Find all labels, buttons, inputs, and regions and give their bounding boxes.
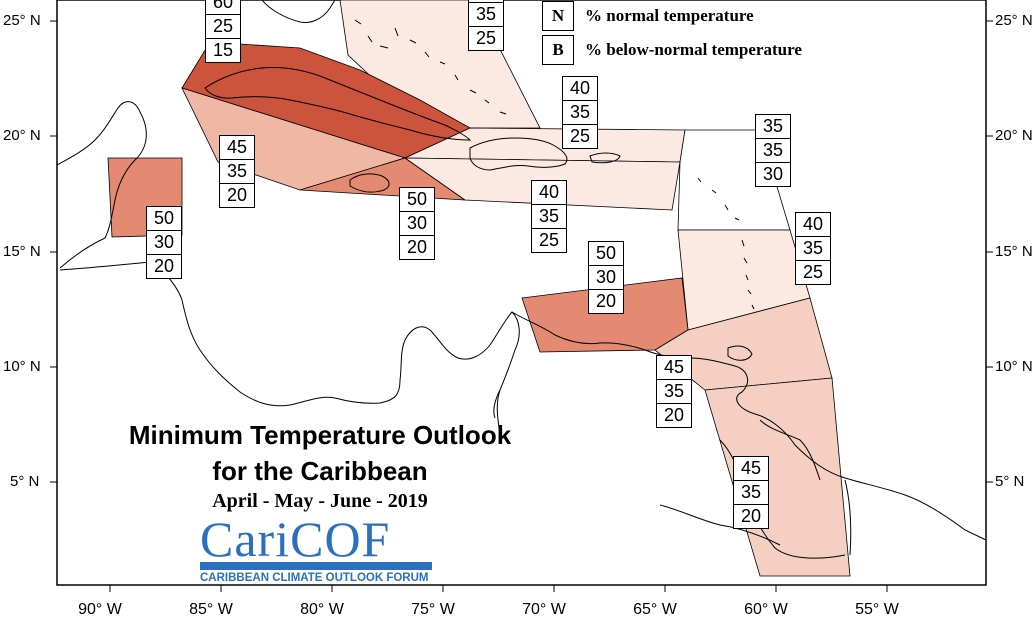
prob-box-belize: 50 30 20 xyxy=(146,206,182,279)
hispaniola-coast xyxy=(469,137,568,171)
lon-label-60w: 60° W xyxy=(744,601,788,618)
florida-coast xyxy=(261,0,336,23)
prob-normal: 30 xyxy=(400,211,434,235)
prob-box-florida-strait: 60 25 15 xyxy=(205,0,241,63)
lat-label-20-right: 20° N xyxy=(995,127,1033,144)
venezuela-coast xyxy=(511,311,987,541)
prob-normal: 25 xyxy=(206,14,240,38)
prob-above: 40 xyxy=(802,214,824,234)
lon-label-90w: 90° W xyxy=(78,601,122,618)
prob-below: 25 xyxy=(563,124,597,148)
prob-above: 60 xyxy=(212,0,234,12)
lon-label-65w: 65° W xyxy=(633,601,677,618)
prob-below: 20 xyxy=(220,183,254,207)
prob-below: 20 xyxy=(657,403,691,427)
prob-above: 50 xyxy=(406,189,428,209)
axis-ticks xyxy=(50,20,993,592)
lat-label-10-left: 10° N xyxy=(3,358,41,375)
jamaica-coast xyxy=(349,173,390,193)
legend-text-below: % below-normal temperature xyxy=(585,40,802,59)
logo-bar xyxy=(200,562,432,570)
prob-normal: 35 xyxy=(756,138,790,162)
prob-normal: 35 xyxy=(469,2,503,26)
lon-label-75w: 75° W xyxy=(411,601,455,618)
map-frame xyxy=(56,0,987,586)
prob-box-abc-islands: 50 30 20 xyxy=(588,241,624,314)
coastlines xyxy=(56,0,987,559)
lat-label-25-left: 25° N xyxy=(3,12,41,29)
prob-above: 35 xyxy=(762,116,784,136)
zone-guianas xyxy=(704,377,851,577)
map-title-line1: Minimum Temperature Outlook xyxy=(128,420,512,450)
prob-box-windward: 40 35 25 xyxy=(795,212,831,285)
lesser-antilles-islands xyxy=(697,177,755,310)
prob-normal: 35 xyxy=(532,204,566,228)
map-title-line2: for the Caribbean xyxy=(212,456,428,486)
prob-normal: 35 xyxy=(657,379,691,403)
prob-normal: 35 xyxy=(220,159,254,183)
prob-box-jamaica: 50 30 20 xyxy=(399,187,435,260)
prob-below: 20 xyxy=(147,254,181,278)
central-america-coast xyxy=(59,261,520,419)
prob-box-leeward-north: 35 35 30 xyxy=(755,114,791,187)
prob-below: 20 xyxy=(589,289,623,313)
prob-box-cayman: 45 35 20 xyxy=(219,135,255,208)
lat-label-15-right: 15° N xyxy=(995,243,1033,260)
prob-above: 45 xyxy=(226,137,248,157)
cuba-coast xyxy=(204,67,472,141)
lon-label-55w: 55° W xyxy=(855,601,899,618)
prob-below: 30 xyxy=(756,162,790,186)
lat-label-10-right: 10° N xyxy=(995,358,1033,375)
legend-key-normal: N xyxy=(542,1,574,31)
guyana-border xyxy=(759,419,821,481)
prob-normal: 30 xyxy=(147,230,181,254)
trinidad-coast xyxy=(727,345,753,361)
lon-label-70w: 70° W xyxy=(522,601,566,618)
logo-wordmark: CariCOF xyxy=(200,514,432,564)
puerto-rico-coast xyxy=(589,152,621,164)
lat-label-25-right: 25° N xyxy=(995,12,1033,29)
prob-above: 50 xyxy=(595,243,617,263)
prob-normal: 35 xyxy=(563,100,597,124)
prob-below: 20 xyxy=(400,235,434,259)
caricof-logo: CariCOF CARIBBEAN CLIMATE OUTLOOK FORUM xyxy=(200,514,432,584)
prob-above: 45 xyxy=(740,458,762,478)
prob-above: 50 xyxy=(153,208,175,228)
prob-below: 25 xyxy=(796,260,830,284)
prob-normal: 35 xyxy=(796,236,830,260)
legend-key-below: B xyxy=(542,35,574,65)
prob-normal: 30 xyxy=(589,265,623,289)
prob-above: 40 xyxy=(538,182,560,202)
prob-below: 15 xyxy=(206,38,240,62)
prob-box-guianas: 45 35 20 xyxy=(733,456,769,529)
colombia-coast xyxy=(496,389,781,546)
map-period: April - May - June - 2019 xyxy=(212,490,428,512)
yucatan-mexico-coast xyxy=(56,101,147,269)
prob-normal: 35 xyxy=(734,480,768,504)
lat-label-5-right: 5° N xyxy=(995,473,1025,490)
prob-below: 20 xyxy=(734,504,768,528)
legend-text-normal: % normal temperature xyxy=(585,6,754,25)
prob-box-hispaniola-south: 40 35 25 xyxy=(531,180,567,253)
lon-label-85w: 85° W xyxy=(189,601,233,618)
logo-tagline: CARIBBEAN CLIMATE OUTLOOK FORUM xyxy=(200,572,429,584)
prob-box-bahamas: 35 25 xyxy=(468,0,504,51)
lon-label-80w: 80° W xyxy=(300,601,344,618)
logo-name-part1: Cari xyxy=(200,511,291,567)
lat-label-20-left: 20° N xyxy=(3,127,41,144)
logo-name-part2: COF xyxy=(290,511,391,567)
lat-label-5-left: 5° N xyxy=(10,473,40,490)
prob-below: 25 xyxy=(532,228,566,252)
prob-box-northern-antilles: 40 35 25 xyxy=(562,76,598,149)
prob-above: 45 xyxy=(663,357,685,377)
prob-above: 40 xyxy=(569,78,591,98)
lat-label-15-left: 15° N xyxy=(3,243,41,260)
prob-below: 25 xyxy=(469,26,503,50)
bahamas-islands xyxy=(354,19,507,115)
prob-box-trinidad: 45 35 20 xyxy=(656,355,692,428)
